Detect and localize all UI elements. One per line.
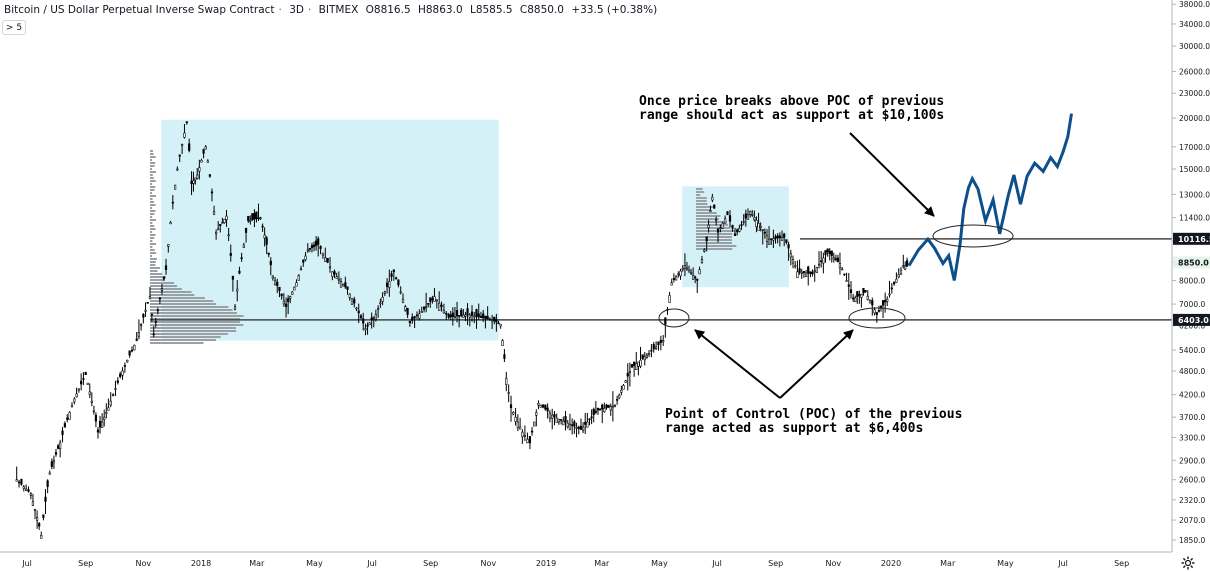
y-tick-label-6: 17000.0 [1179, 143, 1210, 152]
y-tick-label-21: 2600.0 [1179, 476, 1205, 485]
y-tick-label-12: 8000.0 [1179, 276, 1205, 285]
open-value: O8816.5 [365, 4, 411, 16]
projection-path [907, 113, 1073, 281]
x-tick-label-17: May [997, 559, 1014, 568]
y-tick-label-9: 11400.0 [1179, 214, 1210, 223]
y-tick-label-18: 3700.0 [1179, 413, 1205, 422]
x-tick-label-8: Nov [481, 559, 497, 568]
y-tick-label-0: 38000.0 [1179, 0, 1210, 9]
indicator-collapse-button[interactable]: > 5 [2, 20, 26, 35]
annotation-top-line1: Once price breaks above POC of previous [639, 94, 945, 109]
support-ellipse-2 [848, 307, 906, 329]
y-tick-label-17: 4200.0 [1179, 391, 1205, 400]
exchange-label: BITMEX [318, 4, 359, 16]
price-label-1: 8850.0 [1178, 259, 1209, 268]
x-tick-label-19: Sep [1114, 559, 1129, 568]
x-tick-label-9: 2019 [536, 559, 556, 568]
close-value: C8850.0 [519, 4, 564, 16]
y-tick-label-7: 15000.0 [1179, 165, 1210, 174]
x-tick-label-15: 2020 [881, 559, 901, 568]
x-tick-label-4: Mar [249, 559, 265, 568]
y-tick-label-14: 6200.0 [1179, 322, 1205, 331]
x-tick-label-2: Nov [136, 559, 152, 568]
x-tick-label-1: Sep [78, 559, 93, 568]
x-tick-label-13: Sep [768, 559, 783, 568]
y-tick-label-8: 13000.0 [1179, 190, 1210, 199]
y-tick-label-2: 30000.0 [1179, 42, 1210, 51]
annotation-bottom: Point of Control (POC) of the previous r… [665, 408, 962, 436]
y-tick-label-23: 2070.0 [1179, 516, 1205, 525]
price-label-bg-2 [1173, 313, 1210, 326]
volume-profile-1 [150, 150, 244, 344]
low-value: L8585.5 [469, 4, 513, 16]
y-tick-label-22: 2320.0 [1179, 496, 1205, 505]
y-tick-label-15: 5400.0 [1179, 346, 1205, 355]
price-label-bg-1 [1173, 256, 1210, 269]
support-ellipse-3 [932, 224, 1014, 248]
change-value: +33.5 (+0.38%) [571, 4, 658, 16]
y-tick-label-3: 26000.0 [1179, 67, 1210, 76]
x-tick-label-6: Jul [366, 559, 377, 568]
x-tick-label-5: May [306, 559, 323, 568]
y-tick-label-20: 2900.0 [1179, 456, 1205, 465]
y-tick-label-1: 34000.0 [1179, 20, 1210, 29]
x-tick-label-11: May [651, 559, 668, 568]
y-tick-label-13: 7000.0 [1179, 300, 1205, 309]
x-tick-label-18: Jul [1057, 559, 1068, 568]
y-tick-label-5: 20000.0 [1179, 114, 1210, 123]
x-tick-label-14: Nov [826, 559, 842, 568]
symbol-title: Bitcoin / US Dollar Perpetual Inverse Sw… [4, 4, 275, 16]
interval-label: 3D [289, 4, 304, 16]
price-candles [15, 121, 909, 539]
price-label-0: 10116.5 [1178, 235, 1210, 244]
annotation-top-line2: range should act as support at $10,100s [639, 108, 945, 123]
y-tick-label-19: 3300.0 [1179, 433, 1205, 442]
high-value: H8863.0 [417, 4, 463, 16]
annotation-bottom-line1: Point of Control (POC) of the previous [665, 407, 963, 422]
x-tick-label-7: Sep [423, 559, 438, 568]
arrow-to-poc-right [779, 329, 854, 399]
arrow-to-support [849, 132, 935, 217]
x-tick-label-0: Jul [21, 559, 32, 568]
support-ellipse-1 [658, 308, 690, 328]
settings-gear-icon[interactable] [1181, 556, 1195, 570]
price-label-2: 6403.0 [1178, 316, 1209, 325]
x-tick-label-16: Mar [940, 559, 956, 568]
annotation-bottom-line2: range acted as support at $6,400s [665, 421, 924, 436]
price-label-bg-0 [1173, 232, 1210, 245]
y-tick-label-16: 4800.0 [1179, 367, 1205, 376]
annotation-top: Once price breaks above POC of previous … [639, 95, 944, 123]
y-tick-label-4: 23000.0 [1179, 89, 1210, 98]
volume-profile-2 [696, 188, 737, 250]
x-tick-label-12: Jul [711, 559, 722, 568]
chart-header: Bitcoin / US Dollar Perpetual Inverse Sw… [4, 4, 658, 16]
x-tick-label-10: Mar [594, 559, 610, 568]
arrow-to-poc-left [694, 329, 781, 399]
x-tick-label-3: 2018 [191, 559, 211, 568]
y-tick-label-24: 1850.0 [1179, 536, 1205, 545]
